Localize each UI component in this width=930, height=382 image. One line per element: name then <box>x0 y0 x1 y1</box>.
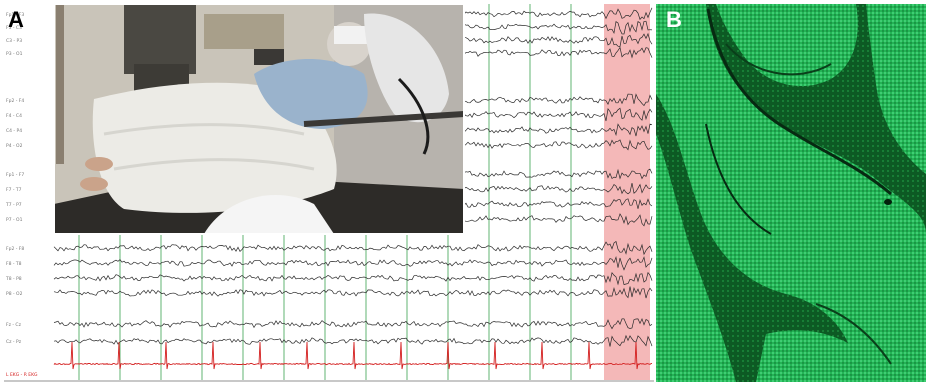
eeg-channel-label: P7 - O1 <box>6 217 23 223</box>
panel-label-a: A <box>8 7 24 32</box>
video-frame-icon <box>53 4 465 235</box>
eeg-channel-label: T7 - P7 <box>5 202 22 208</box>
eeg-trace <box>53 240 653 256</box>
eeg-channel-label: P3 - O1 <box>6 51 23 57</box>
eeg-trace <box>53 256 653 271</box>
eeg-channel-label: Fp2 - F4 <box>6 98 24 104</box>
eeg-trace <box>53 286 653 299</box>
eeg-channel-label: T8 - P8 <box>5 276 22 282</box>
eeg-channel-label: C4 - P4 <box>6 128 22 134</box>
eeg-channel-label: C3 - P3 <box>6 38 22 44</box>
panel-label-b: B <box>666 7 682 32</box>
eeg-trace <box>53 334 653 347</box>
eeg-channel-label: F8 - T8 <box>6 261 22 267</box>
eeg-channel-label: P4 - O2 <box>6 143 23 149</box>
eeg-channel-label: Fz - Cz <box>6 322 22 328</box>
eeg-trace <box>53 271 653 286</box>
eeg-channel-label: Fp1 - F7 <box>6 172 24 178</box>
eeg-video-panel: Fp1 - F3 F3 - C3 C3 - P3 P3 - O1 Fp2 - F4 F4 … <box>4 4 654 382</box>
eeg-channel-label: Fp2 - F8 <box>6 246 24 252</box>
ekg-channel-label: L EKG - R EKG <box>6 372 38 378</box>
ekg-trace <box>53 341 653 370</box>
eeg-channel-label: Cz - Pz <box>6 339 22 345</box>
eeg-channel-label: F4 - C4 <box>6 113 22 119</box>
eeg-channel-label: P8 - O2 <box>6 291 23 297</box>
eeg-trace <box>53 317 653 330</box>
eeg-channel-label: F7 - T7 <box>6 187 22 193</box>
eeg-channel-label: F3 - C3 <box>6 25 22 31</box>
eeg-channel-label: Fp1 - F3 <box>6 12 24 18</box>
eeg-channel-labels: Fp1 - F3 F3 - C3 C3 - P3 P3 - O1 Fp2 - F4 F4 … <box>5 12 24 345</box>
cerebellum-micrograph-icon <box>656 4 926 382</box>
